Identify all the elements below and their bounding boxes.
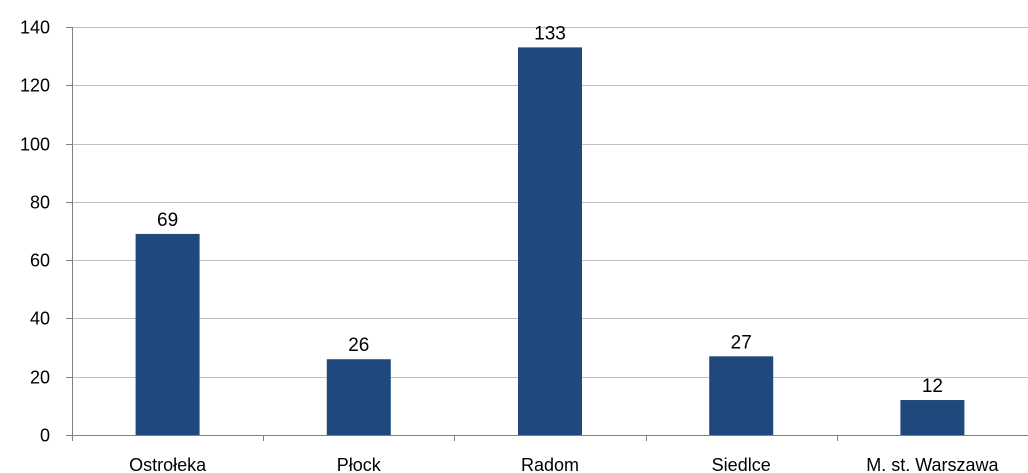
y-tick-label: 40 <box>30 309 50 329</box>
axes <box>66 27 1028 441</box>
bars <box>135 47 965 436</box>
bar-3 <box>709 356 774 435</box>
bar-4 <box>900 400 965 435</box>
x-tick-label-1: Płock <box>337 455 382 473</box>
data-label-2: 133 <box>534 23 566 44</box>
data-label-0: 69 <box>157 210 178 231</box>
data-label-3: 27 <box>731 332 752 353</box>
x-tick-label-2: Radom <box>521 455 579 473</box>
x-axis-tick-labels: Ostrołeka Płock Radom Siedlce M. st. Warszaw… <box>129 455 999 473</box>
y-tick-label: 120 <box>20 76 50 96</box>
data-labels: 69 26 133 27 12 <box>157 23 943 397</box>
x-tick-label-4: M. st. Warszawa <box>866 455 999 473</box>
y-tick-label: 100 <box>20 135 50 155</box>
y-tick-label: 60 <box>30 251 50 271</box>
bar-2 <box>518 47 582 436</box>
data-label-1: 26 <box>348 335 369 356</box>
y-tick-label: 0 <box>40 426 50 446</box>
y-tick-label: 80 <box>30 193 50 213</box>
y-tick-label: 140 <box>20 18 50 38</box>
bar-0 <box>135 233 200 435</box>
y-axis-tick-labels: 0 20 40 60 80 100 120 140 <box>20 18 50 446</box>
bar-1 <box>326 359 391 435</box>
x-tick-label-0: Ostrołeka <box>129 455 207 473</box>
data-label-4: 12 <box>922 376 943 397</box>
y-tick-label: 20 <box>30 368 50 388</box>
x-tick-label-3: Siedlce <box>712 455 771 473</box>
